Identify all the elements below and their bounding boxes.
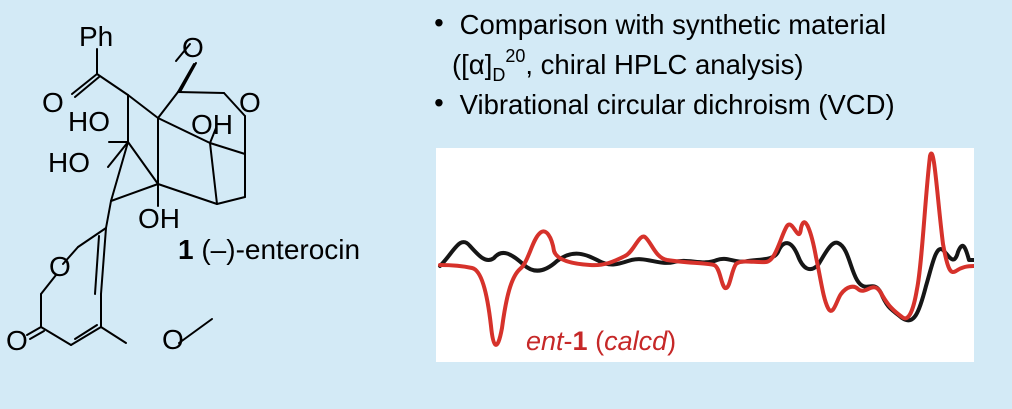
ph-label: Ph xyxy=(79,21,113,52)
vcd-text: Vibrational circular dichroism (VCD) xyxy=(459,89,895,120)
comparison-text: Comparison with synthetic material xyxy=(459,9,887,40)
left-ho-label: HO xyxy=(48,147,90,178)
pyrone-oxygen-label: O xyxy=(6,325,28,356)
ent-prefix: ent xyxy=(526,326,564,356)
upper-ho-label: HO xyxy=(68,106,110,137)
open-parenthesis: ( xyxy=(587,326,605,356)
calcd-label: calcd xyxy=(604,326,668,356)
ring-oxygen-label: O xyxy=(49,251,71,282)
top-oxygen-label: O xyxy=(182,32,204,63)
methoxy-oxygen-label: O xyxy=(162,324,184,355)
experimental-vcd-trace xyxy=(438,240,974,323)
lower-oh-label: OH xyxy=(138,203,180,234)
ent-dash: - xyxy=(563,326,573,356)
rotation-subscript: D xyxy=(492,65,506,85)
compound-number: 1 xyxy=(178,234,194,265)
vcd-spectrum-plot: ent-1 (calcd) xyxy=(436,148,974,362)
calculated-vcd-trace xyxy=(438,151,974,347)
calculated-spectrum-label: ent-1 (calcd) xyxy=(526,328,676,355)
rotation-superscript: 20 xyxy=(505,46,526,66)
bullet-item-vcd: • Vibrational circular dichroism (VCD) xyxy=(432,87,1002,128)
bullet-item-comparison: • Comparison with synthetic material xyxy=(432,7,1002,48)
compound-reference: 1 xyxy=(572,326,588,356)
upper-oh-label: OH xyxy=(191,109,233,140)
ketone-oxygen-label: O xyxy=(42,87,64,118)
enterocin-structure: Ph O O O HO OH HO OH O O O xyxy=(0,0,430,404)
optical-rotation-prefix: ([α] xyxy=(452,49,493,80)
lactone-oxygen-label: O xyxy=(239,87,261,118)
bullet-dot: • xyxy=(434,7,444,38)
bullet-item-comparison-detail: ([α]D20, chiral HPLC analysis) xyxy=(432,46,1002,88)
bullet-dot: • xyxy=(434,87,444,118)
compound-name: (–)-enterocin xyxy=(201,234,361,265)
close-parenthesis: ) xyxy=(667,326,677,356)
compound-label: 1 (–)-enterocin xyxy=(178,236,360,264)
evidence-bullets: • Comparison with synthetic material ([α… xyxy=(432,7,1002,128)
hplc-text: , chiral HPLC analysis) xyxy=(525,49,804,80)
